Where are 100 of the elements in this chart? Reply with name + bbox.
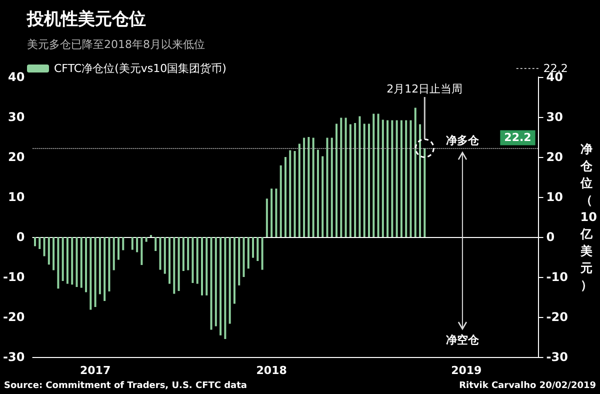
bar — [66, 237, 68, 284]
y2-tick-label: 30 — [546, 110, 564, 124]
bar — [228, 237, 231, 324]
x-tick-label: 2018 — [256, 364, 287, 377]
bar — [206, 237, 208, 296]
bar — [382, 120, 384, 237]
bar — [247, 237, 250, 269]
bar — [419, 124, 422, 237]
bar — [173, 237, 176, 294]
bar — [391, 120, 394, 237]
bar — [344, 118, 347, 237]
bar — [76, 237, 78, 287]
y-tick-label: 20 — [8, 150, 25, 164]
source-note: Source: Commitment of Traders, U.S. CFTC data — [4, 381, 248, 391]
bar — [358, 116, 361, 237]
bar — [154, 237, 157, 251]
bar — [94, 237, 96, 307]
bar — [280, 165, 282, 237]
bar — [117, 237, 120, 260]
bar — [182, 237, 184, 271]
annotation: 2月12日止当周 — [386, 82, 463, 96]
bar — [104, 237, 106, 301]
bar — [400, 120, 402, 237]
y2-tick-label: 20 — [546, 150, 564, 164]
y2-tick-label: -10 — [546, 270, 568, 284]
bar — [330, 138, 333, 237]
bar — [410, 120, 412, 237]
bar — [131, 237, 134, 250]
annotation: 净多仓 — [446, 134, 480, 148]
y2-tick-label: 0 — [546, 230, 555, 244]
x-tick-label: 2019 — [451, 364, 482, 377]
bar — [164, 237, 166, 274]
y-tick-label: 40 — [8, 70, 25, 84]
bar — [336, 124, 338, 237]
bar — [233, 237, 236, 304]
bar — [145, 237, 148, 242]
bar — [256, 237, 259, 261]
bar — [316, 150, 319, 237]
annotation: 净空仓 — [446, 334, 480, 346]
bar — [43, 237, 46, 256]
bar — [242, 237, 245, 277]
text: 22.2 — [504, 131, 532, 144]
y2-tick-label: -30 — [546, 350, 568, 364]
bar — [238, 237, 240, 286]
bar — [252, 237, 254, 258]
legend-label: CFTC净仓位(美元vs10国集团货币) — [54, 62, 226, 75]
bar — [38, 237, 41, 249]
bar — [396, 120, 398, 237]
bar — [122, 237, 124, 250]
bar — [112, 237, 115, 270]
y-tick-label: 30 — [8, 110, 25, 124]
bar — [308, 137, 310, 237]
bar — [326, 138, 328, 237]
bar — [372, 114, 375, 237]
bar — [34, 237, 36, 246]
bar — [200, 237, 203, 296]
bar — [192, 237, 194, 283]
bar — [168, 237, 171, 284]
bar — [48, 237, 50, 265]
bar — [386, 120, 389, 237]
bar — [322, 156, 324, 237]
chart-title: 投机性美元仓位 — [26, 10, 146, 30]
bar — [354, 123, 356, 237]
bar — [275, 188, 278, 237]
bar — [140, 237, 143, 265]
y-tick-label: 10 — [8, 190, 25, 204]
bar — [294, 151, 296, 237]
bar — [71, 237, 74, 285]
bar — [80, 237, 82, 288]
chart-subtitle: 美元多仓已降至2018年8月以来低位 — [27, 38, 205, 51]
bar — [108, 237, 110, 292]
bar — [340, 118, 342, 237]
bar — [224, 237, 226, 339]
bar — [136, 237, 138, 252]
y-tick-label: -30 — [2, 350, 25, 364]
bar — [214, 237, 217, 326]
y-tick-label: -20 — [2, 310, 25, 324]
bar — [178, 237, 180, 291]
bar — [289, 150, 292, 237]
y2-tick-label: 10 — [546, 190, 564, 204]
bar — [210, 237, 212, 330]
bar — [266, 198, 268, 237]
bar — [52, 237, 55, 270]
bar — [85, 237, 88, 292]
bar — [368, 124, 370, 237]
bar — [90, 237, 92, 310]
bar — [57, 237, 60, 289]
bar — [377, 114, 380, 237]
text: Ritvik Carvalho 20/02/2019 — [459, 381, 596, 391]
bar — [261, 237, 264, 270]
bar — [196, 237, 198, 284]
y-tick-label: 0 — [16, 230, 25, 244]
bar — [349, 124, 352, 237]
bar — [220, 237, 222, 336]
bar — [187, 237, 190, 270]
y-tick-label: -10 — [2, 270, 25, 284]
bar — [284, 157, 286, 237]
bar — [270, 188, 273, 237]
bar — [424, 148, 426, 237]
x-tick-label: 2017 — [80, 364, 111, 377]
